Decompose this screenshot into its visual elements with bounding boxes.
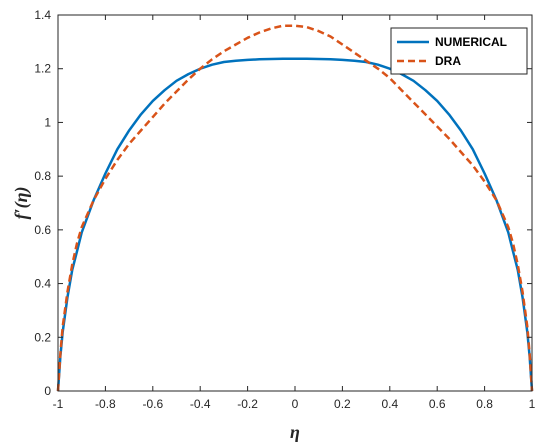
x-tick-label: 0.6 <box>429 397 446 411</box>
y-tick-label: 1.2 <box>34 62 51 76</box>
series-layer <box>56 24 534 392</box>
x-tick-label: -0.6 <box>142 397 163 411</box>
legend-box <box>390 27 528 75</box>
x-tick-label: 0.4 <box>381 397 398 411</box>
y-axis-label: f′(η) <box>11 187 32 220</box>
y-tick-label: 0 <box>44 384 51 398</box>
legend-label-dra: DRA <box>435 54 461 68</box>
x-tick-label: -0.8 <box>95 397 116 411</box>
x-tick-label: 0.8 <box>476 397 493 411</box>
x-tick-label: 0 <box>292 397 299 411</box>
y-axis-ticks: 0 0.2 0.4 0.6 0.8 1 1.2 1.4 <box>34 8 532 398</box>
x-tick-label: -0.2 <box>237 397 258 411</box>
y-tick-label: 0.4 <box>34 277 51 291</box>
y-tick-label: 1.4 <box>34 8 51 22</box>
x-tick-label: -1 <box>53 397 64 411</box>
legend: NUMERICAL DRA <box>390 27 528 75</box>
x-axis-ticks: -1 -0.8 -0.6 -0.4 -0.2 0 0.2 0.4 0.6 0.8 1 <box>53 15 536 411</box>
y-tick-label: 0.6 <box>34 223 51 237</box>
x-tick-label: -0.4 <box>190 397 211 411</box>
y-tick-label: 0.8 <box>34 169 51 183</box>
x-axis-label: η <box>290 422 300 442</box>
plot-area <box>58 15 532 391</box>
y-tick-label: 0.2 <box>34 330 51 344</box>
y-tick-label: 1 <box>44 115 51 129</box>
x-tick-label: 0.2 <box>334 397 351 411</box>
legend-label-numerical: NUMERICAL <box>435 35 507 49</box>
x-tick-label: 1 <box>529 397 536 411</box>
series-line-numerical <box>56 57 534 392</box>
